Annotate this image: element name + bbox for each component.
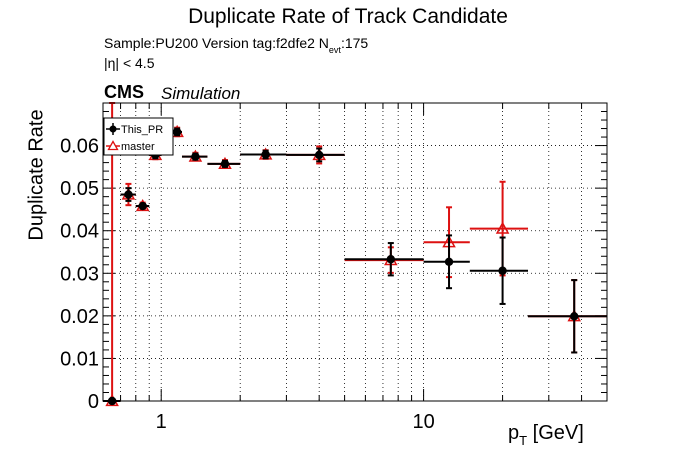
series-layer [103,102,607,407]
legend-this-pr-label: This_PR [121,124,163,136]
data-point [498,266,507,275]
x-axis-label-unit: [GeV] [527,422,584,444]
legend-master-marker [107,140,119,151]
tick-labels: 1 10 0 0.01 0.02 0.03 0.04 0.05 0.06 [60,136,435,433]
y-tick-label: 0.03 [60,263,99,285]
series-master [103,102,607,407]
sample-info-prefix: Sample:PU200 Version tag:f2dfe2 N [104,35,329,51]
cms-label: CMS [104,82,144,102]
x-axis-label: pT [GeV] [508,422,584,448]
grid [102,103,608,401]
y-tick-label: 0.04 [60,221,99,243]
simulation-label: Simulation [161,84,241,103]
x-tick-label: 10 [412,411,434,433]
eta-cut-label: |η| < 4.5 [104,55,155,71]
axis-ticks [102,102,608,402]
y-tick-label: 0.05 [60,178,99,200]
sample-info-sub: evt [328,45,341,55]
x-axis-label-sub: T [519,433,528,448]
data-point [386,255,396,264]
data-point [495,221,510,234]
data-point [261,150,270,159]
x-axis-label-main: p [508,422,520,444]
data-point [172,127,182,137]
data-point [314,150,324,160]
y-tick-label: 0.02 [60,306,99,328]
x-tick-label: 1 [156,411,167,433]
data-point [444,257,454,266]
sample-info-suffix: :175 [340,35,369,51]
y-tick-label: 0 [88,391,99,413]
y-tick-label: 0.06 [60,136,99,158]
chart-title: Duplicate Rate of Track Candidate [188,5,508,28]
legend-master-label: master [121,141,155,153]
series-this-pr [103,127,607,406]
data-point [138,201,147,211]
sample-info: Sample:PU200 Version tag:f2dfe2 Nevt:175 [104,35,368,55]
data-point [220,159,230,169]
y-tick-label: 0.01 [60,348,99,370]
data-point [570,312,579,321]
legend-this-pr-marker [109,125,117,133]
data-point [124,190,133,199]
plot-frame [102,102,608,402]
data-point [191,152,200,161]
